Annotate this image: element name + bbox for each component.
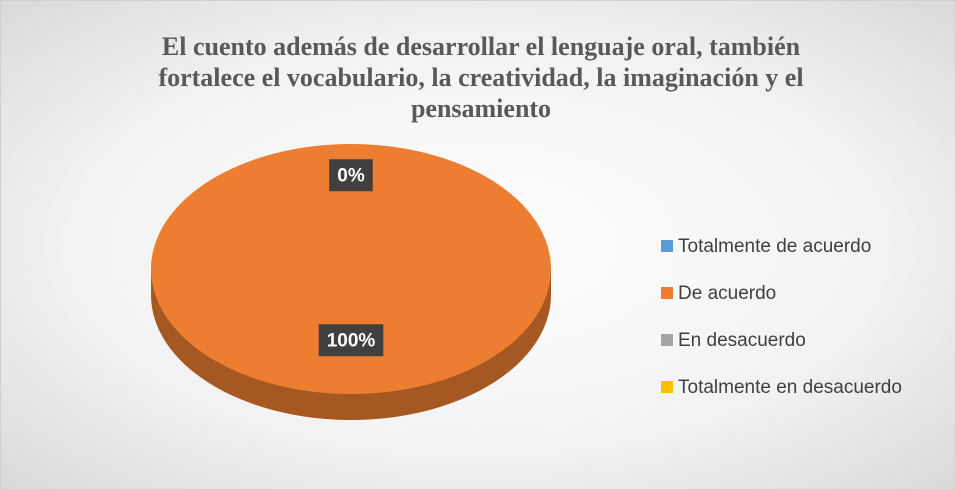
pie-slice — [151, 144, 551, 394]
data-label-text: 100% — [327, 330, 376, 351]
legend-swatch — [661, 287, 673, 299]
legend-swatch — [661, 240, 673, 252]
data-label-text: 0% — [337, 165, 365, 186]
data-label: 0% — [329, 159, 373, 192]
legend-swatch — [661, 381, 673, 393]
legend-label: De acuerdo — [678, 283, 776, 304]
data-label: 100% — [318, 324, 384, 357]
legend-swatch — [661, 334, 673, 346]
legend-label: Totalmente de acuerdo — [678, 236, 871, 257]
legend-label: Totalmente en desacuerdo — [678, 377, 902, 398]
chart-title: El cuento además de desarrollar el lengu… — [158, 32, 804, 123]
data-label-box — [318, 324, 384, 357]
data-label-box — [329, 159, 373, 192]
legend-label: En desacuerdo — [678, 330, 806, 351]
